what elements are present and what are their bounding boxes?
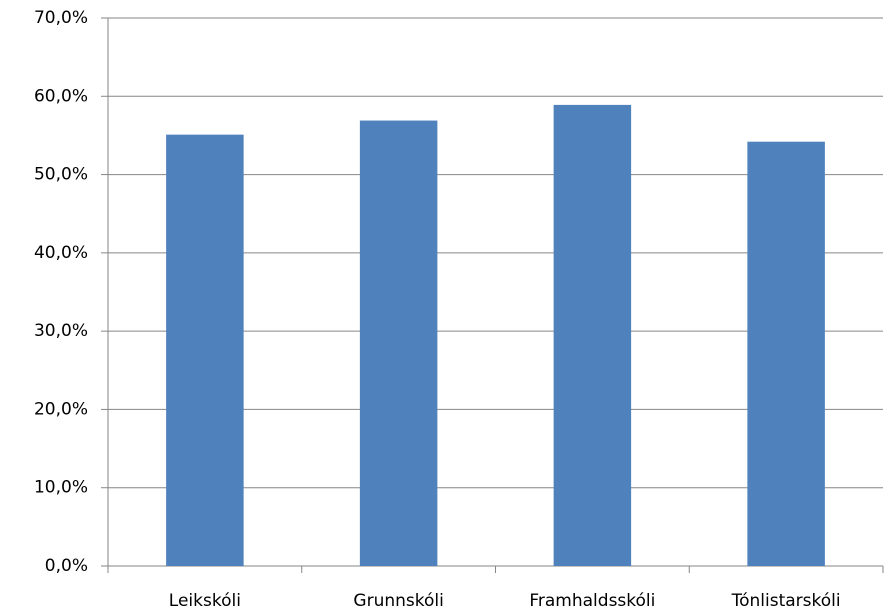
bar [166,134,244,566]
x-tick-label: Leikskóli [169,591,241,611]
y-tick-label: 10,0% [34,478,88,498]
y-tick-label: 30,0% [34,321,88,341]
y-tick-label: 60,0% [34,86,88,106]
bar [359,120,438,566]
bar [553,104,632,566]
y-tick-label: 50,0% [34,165,88,185]
x-tick-label: Tónlistarskóli [731,591,841,611]
x-tick-label: Grunnskóli [353,591,443,611]
y-tick-label: 0,0% [45,556,88,576]
y-tick-label: 40,0% [34,243,88,263]
bar [747,141,825,567]
x-tick-label: Framhaldsskóli [529,591,655,611]
y-tick-label: 20,0% [34,399,88,419]
y-tick-label: 70,0% [34,8,88,28]
